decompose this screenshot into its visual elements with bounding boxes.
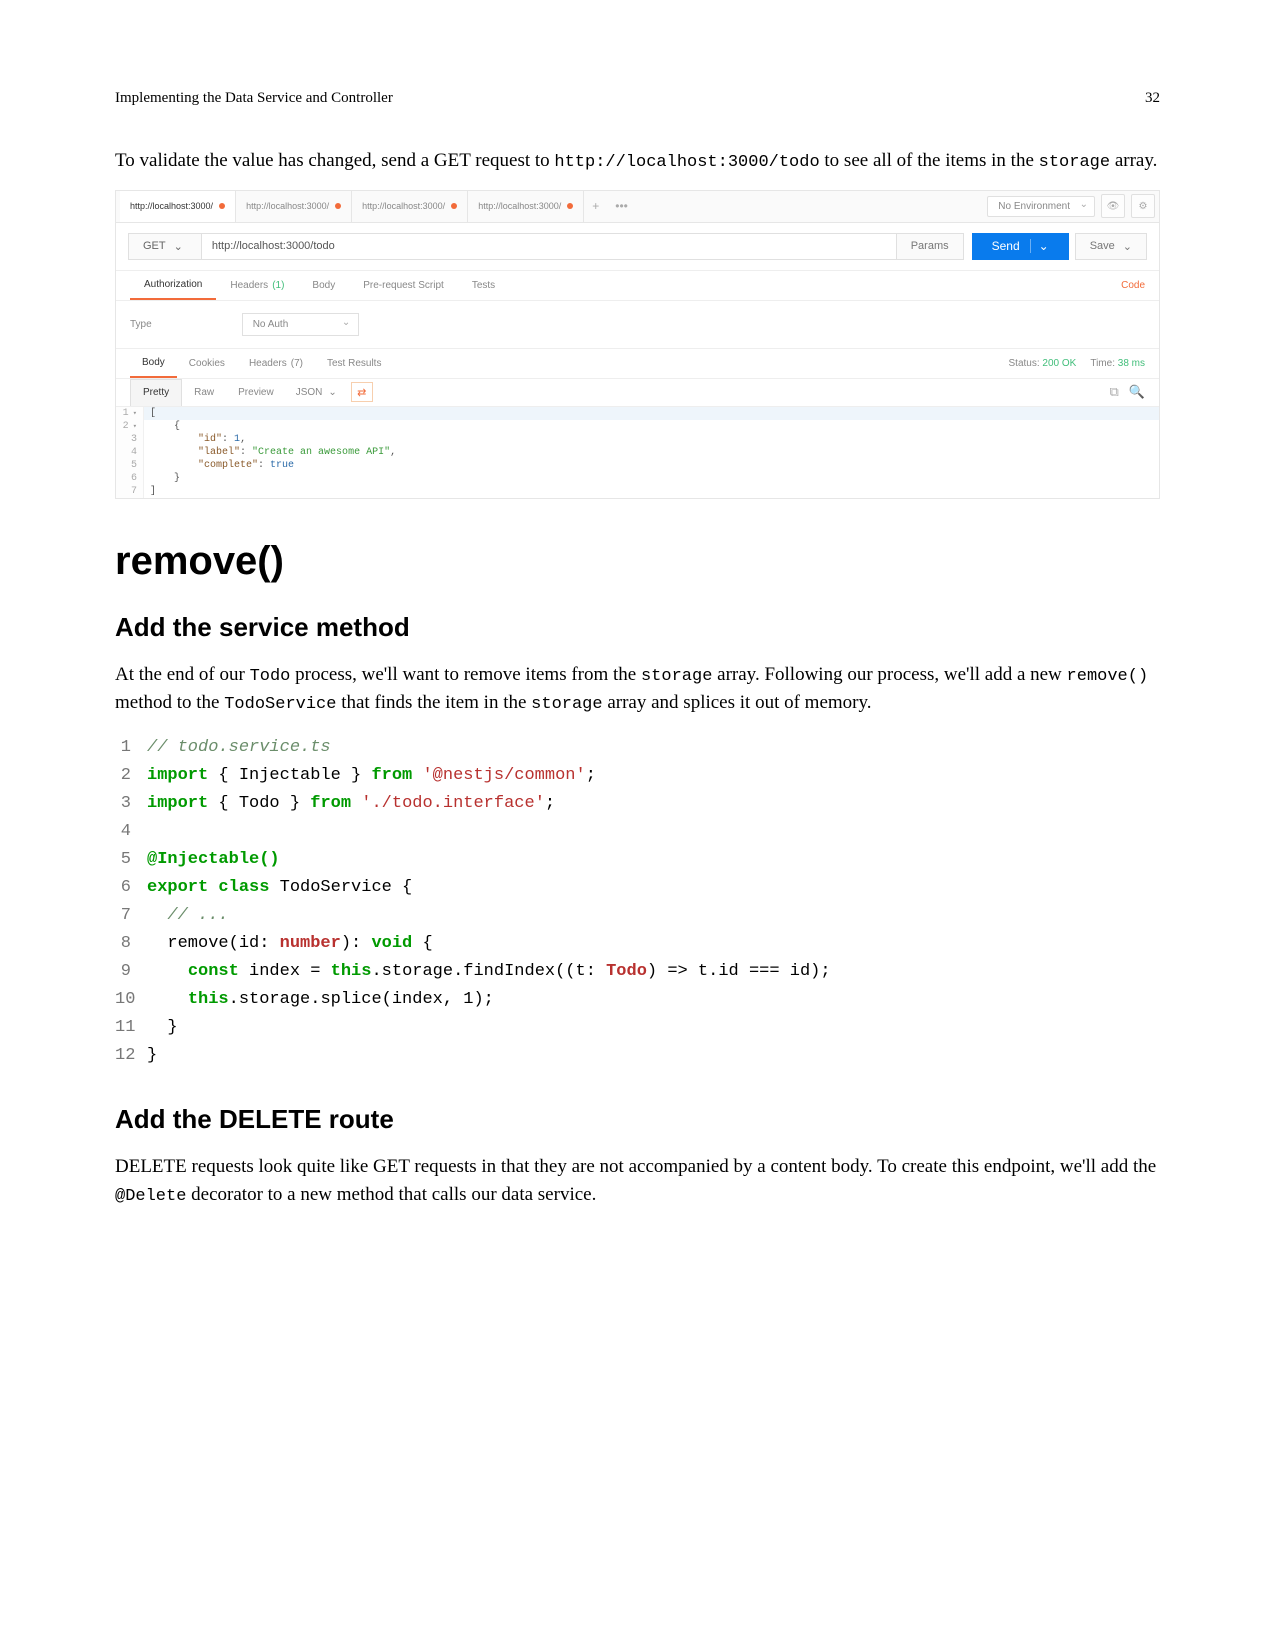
auth-type-label: Type xyxy=(130,319,152,330)
request-tabs: Authorization Headers (1) Body Pre-reque… xyxy=(116,271,1159,301)
code-listing: 1// todo.service.ts2import { Injectable … xyxy=(115,734,1160,1071)
code-line: 4 xyxy=(115,818,1160,846)
request-tab[interactable]: http://localhost:3000/ xyxy=(236,191,352,222)
chapter-title: Implementing the Data Service and Contro… xyxy=(115,90,393,107)
tab-overflow-button[interactable]: ••• xyxy=(607,199,636,213)
page-number: 32 xyxy=(1145,90,1160,107)
json-line: 3 "id": 1, xyxy=(116,433,1159,446)
wrap-icon[interactable]: ⇄ xyxy=(351,382,373,402)
copy-icon[interactable]: ⧉ xyxy=(1110,384,1119,400)
fmt-pretty[interactable]: Pretty xyxy=(130,379,182,406)
json-line: 2 { xyxy=(116,420,1159,433)
fmt-preview[interactable]: Preview xyxy=(226,379,286,406)
search-icon[interactable]: 🔍 xyxy=(1129,384,1145,400)
tab-headers[interactable]: Headers (1) xyxy=(216,271,298,300)
tab-prerequest[interactable]: Pre-request Script xyxy=(349,271,458,300)
json-line: 5 "complete": true xyxy=(116,459,1159,472)
resp-tab-tests[interactable]: Test Results xyxy=(315,349,393,378)
code-line: 11 } xyxy=(115,1014,1160,1042)
fmt-raw[interactable]: Raw xyxy=(182,379,226,406)
url-input[interactable]: http://localhost:3000/todo xyxy=(201,233,897,260)
tab-tests[interactable]: Tests xyxy=(458,271,509,300)
postman-tab-bar: http://localhost:3000/http://localhost:3… xyxy=(116,191,1159,223)
code-line: 5@Injectable() xyxy=(115,846,1160,874)
code-line: 12} xyxy=(115,1042,1160,1070)
gear-icon[interactable]: ⚙ xyxy=(1131,194,1155,218)
eye-icon[interactable]: 👁 xyxy=(1101,194,1125,218)
request-tab[interactable]: http://localhost:3000/ xyxy=(352,191,468,222)
format-row: Pretty Raw Preview JSON ⌄ ⇄ ⧉ 🔍 xyxy=(116,379,1159,407)
intro-paragraph: To validate the value has changed, send … xyxy=(115,147,1160,176)
params-button[interactable]: Params xyxy=(897,233,964,260)
unsaved-dot-icon xyxy=(219,203,225,209)
section-heading-remove: remove() xyxy=(115,539,1160,584)
page-header: Implementing the Data Service and Contro… xyxy=(115,90,1160,107)
code-line: 9 const index = this.storage.findIndex((… xyxy=(115,958,1160,986)
chevron-down-icon: ⌄ xyxy=(328,387,336,398)
resp-tab-body[interactable]: Body xyxy=(130,349,177,378)
tab-body[interactable]: Body xyxy=(298,271,349,300)
json-line: 6 } xyxy=(116,472,1159,485)
tab-authorization[interactable]: Authorization xyxy=(130,271,216,300)
chevron-down-icon: ⌄ xyxy=(1123,240,1132,253)
intro-url: http://localhost:3000/todo xyxy=(554,153,819,172)
code-line: 1// todo.service.ts xyxy=(115,734,1160,762)
time-label: Time: 38 ms xyxy=(1090,358,1145,369)
send-button[interactable]: Send⌄ xyxy=(972,233,1069,260)
json-line: 1[ xyxy=(116,407,1159,420)
auth-type-select[interactable]: No Auth xyxy=(242,313,360,336)
request-bar: GET⌄ http://localhost:3000/todo Params S… xyxy=(116,223,1159,271)
code-line: 8 remove(id: number): void { xyxy=(115,930,1160,958)
subheading-delete: Add the DELETE route xyxy=(115,1104,1160,1135)
unsaved-dot-icon xyxy=(451,203,457,209)
code-line: 6export class TodoService { xyxy=(115,874,1160,902)
postman-screenshot: http://localhost:3000/http://localhost:3… xyxy=(115,190,1160,499)
new-tab-button[interactable]: + xyxy=(584,199,607,213)
resp-tab-cookies[interactable]: Cookies xyxy=(177,349,237,378)
method-select[interactable]: GET⌄ xyxy=(128,233,201,260)
code-line: 7 // ... xyxy=(115,902,1160,930)
code-line: 2import { Injectable } from '@nestjs/com… xyxy=(115,762,1160,790)
subheading-service: Add the service method xyxy=(115,612,1160,643)
code-link[interactable]: Code xyxy=(1121,280,1145,291)
status-label: Status: 200 OK xyxy=(1009,358,1077,369)
chevron-down-icon: ⌄ xyxy=(174,240,183,253)
response-tabs: Body Cookies Headers (7) Test Results St… xyxy=(116,349,1159,379)
delete-paragraph: DELETE requests look quite like GET requ… xyxy=(115,1153,1160,1209)
save-button[interactable]: Save⌄ xyxy=(1075,233,1147,260)
resp-tab-headers[interactable]: Headers (7) xyxy=(237,349,315,378)
unsaved-dot-icon xyxy=(567,203,573,209)
environment-select[interactable]: No Environment xyxy=(987,196,1095,217)
request-tab[interactable]: http://localhost:3000/ xyxy=(468,191,584,222)
code-line: 10 this.storage.splice(index, 1); xyxy=(115,986,1160,1014)
code-line: 3import { Todo } from './todo.interface'… xyxy=(115,790,1160,818)
unsaved-dot-icon xyxy=(335,203,341,209)
json-line: 4 "label": "Create an awesome API", xyxy=(116,446,1159,459)
chevron-down-icon: ⌄ xyxy=(1030,239,1049,253)
auth-row: Type No Auth xyxy=(116,301,1159,349)
response-body: 1[2 {3 "id": 1,4 "label": "Create an awe… xyxy=(116,407,1159,498)
fmt-json-select[interactable]: JSON ⌄ xyxy=(286,387,347,398)
json-line: 7] xyxy=(116,485,1159,498)
request-tab[interactable]: http://localhost:3000/ xyxy=(120,191,236,222)
service-paragraph: At the end of our Todo process, we'll wa… xyxy=(115,661,1160,718)
